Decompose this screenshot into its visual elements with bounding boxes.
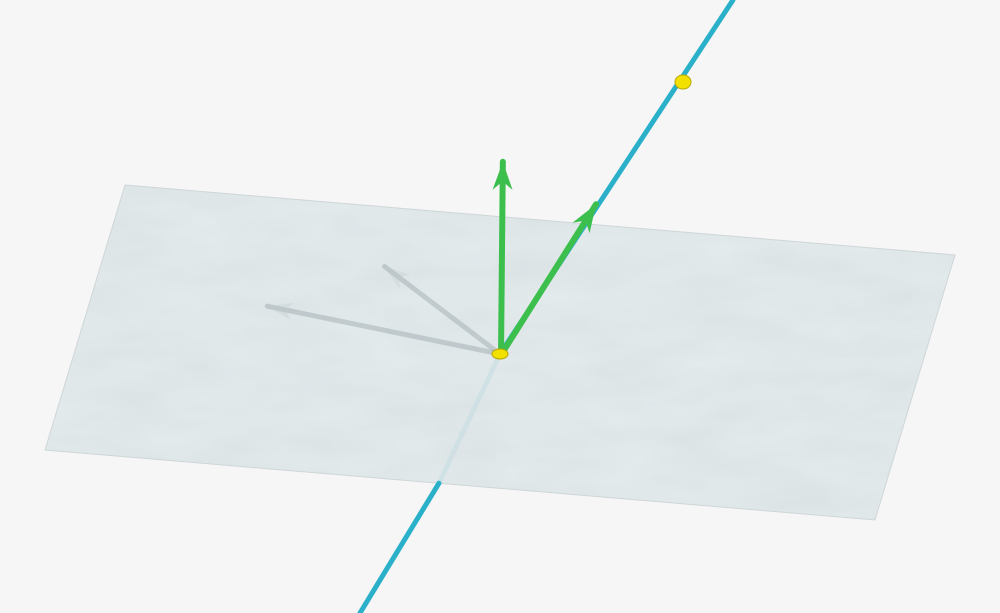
line-point[interactable] <box>675 75 691 89</box>
diagram-3d-scene <box>0 0 1000 613</box>
intersection-point[interactable] <box>492 349 508 359</box>
normal-vector[interactable] <box>501 162 503 355</box>
